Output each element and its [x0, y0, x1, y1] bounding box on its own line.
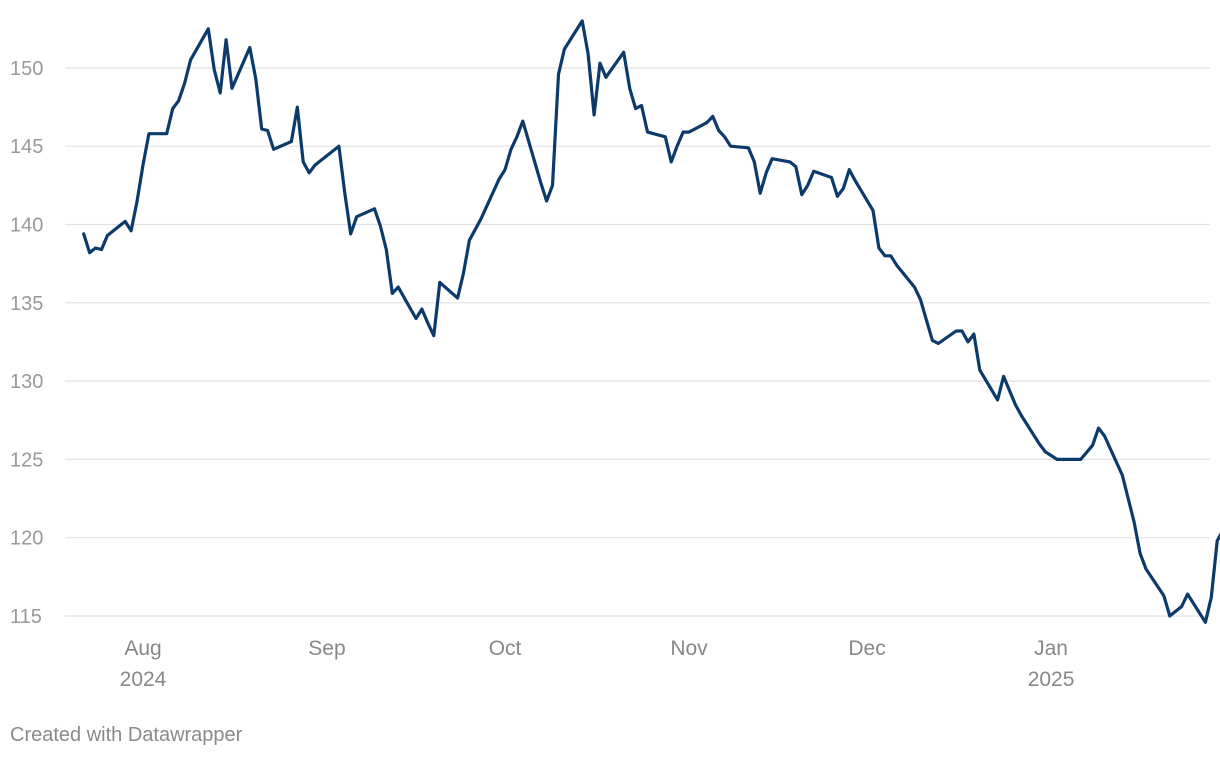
x-tick-label-dec: Dec	[848, 637, 885, 660]
x-tick-label-oct: Oct	[489, 637, 522, 660]
x-tick-label-sep: Sep	[308, 637, 345, 660]
gridlines	[65, 67, 1210, 617]
y-tick-label-145: 145	[10, 136, 43, 158]
x-tick-sublabel-2025: 2025	[1028, 668, 1075, 691]
y-tick-label-130: 130	[10, 371, 43, 393]
y-tick-label-125: 125	[10, 449, 43, 471]
y-tick-label-120: 120	[10, 528, 43, 550]
y-tick-label-115: 115	[10, 606, 42, 628]
x-tick-label-jan: Jan	[1034, 637, 1068, 660]
y-tick-label-140: 140	[10, 215, 43, 237]
credit-text: Created with Datawrapper	[10, 724, 243, 746]
x-axis-tick-labels: Aug 2024 Sep Oct Nov Dec Jan 2025	[120, 637, 1075, 691]
y-tick-label-135: 135	[10, 293, 43, 315]
x-tick-label-aug: Aug	[124, 637, 161, 660]
y-tick-label-150: 150	[10, 58, 43, 80]
series-line-1	[82, 19, 1220, 624]
y-axis-tick-labels: 115 120 125 130 135 140 145 150	[10, 58, 43, 628]
x-tick-label-nov: Nov	[670, 637, 708, 660]
series-layer	[82, 19, 1220, 624]
x-tick-sublabel-2024: 2024	[120, 668, 167, 691]
